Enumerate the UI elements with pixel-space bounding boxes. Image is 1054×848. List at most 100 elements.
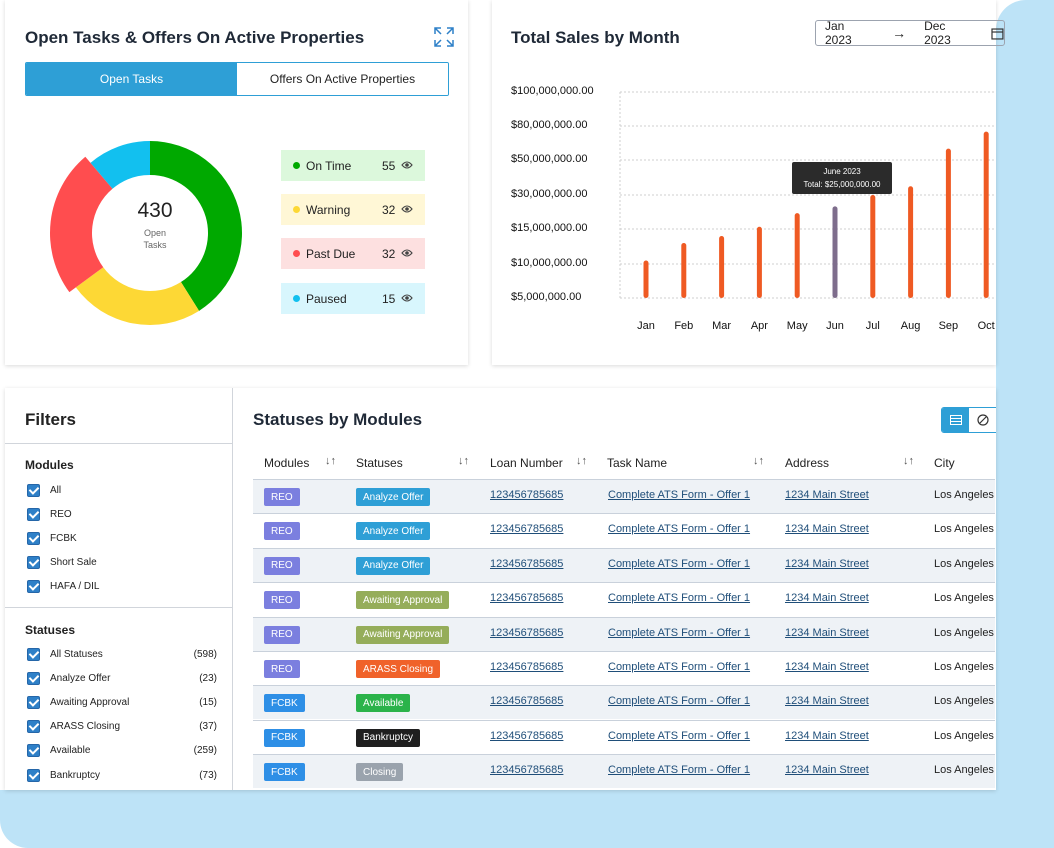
- table-row[interactable]: REO Analyze Offer 123456785685 Complete ATS…: [253, 513, 995, 547]
- checkbox-checked[interactable]: [27, 720, 40, 734]
- task-name-link[interactable]: Complete ATS Form - Offer 1: [608, 557, 751, 570]
- status-filter-arass-closing[interactable]: ARASS Closing (37): [27, 718, 217, 736]
- address-link[interactable]: 1234 Main Street: [785, 557, 869, 570]
- table-row[interactable]: REO ARASS Closing 123456785685 Complete ATS…: [253, 651, 995, 685]
- column-header-loan-number[interactable]: Loan Number: [490, 456, 563, 470]
- table-row[interactable]: FCBK Available 123456785685 Complete ATS Fo…: [253, 685, 995, 720]
- loan-number-link[interactable]: 123456785685: [490, 523, 564, 536]
- sort-icon[interactable]: ↓↑: [458, 455, 469, 467]
- status-filter-analyze-offer[interactable]: Analyze Offer (23): [27, 669, 217, 687]
- task-name-link[interactable]: Complete ATS Form - Offer 1: [608, 626, 751, 639]
- task-name-link[interactable]: Complete ATS Form - Offer 1: [608, 592, 751, 605]
- column-header-task-name[interactable]: Task Name: [607, 456, 668, 470]
- checkbox-checked[interactable]: [27, 555, 40, 569]
- module-filter-all[interactable]: All: [27, 481, 217, 499]
- donut-slice-paused[interactable]: [90, 141, 150, 189]
- status-filter-bankruptcy[interactable]: Bankruptcy (73): [27, 766, 217, 784]
- checkbox-checked[interactable]: [27, 507, 40, 521]
- module-filter-short-sale[interactable]: Short Sale: [27, 553, 217, 571]
- address-link[interactable]: 1234 Main Street: [785, 661, 869, 673]
- loan-number-link[interactable]: 123456785685: [490, 592, 564, 605]
- loan-number-link[interactable]: 123456785685: [490, 729, 564, 742]
- address-link[interactable]: 1234 Main Street: [785, 729, 869, 742]
- checkbox-checked[interactable]: [27, 744, 40, 758]
- task-name-link[interactable]: Complete ATS Form - Offer 1: [608, 729, 751, 742]
- tab-open-tasks[interactable]: Open Tasks: [26, 63, 237, 95]
- expand-icon[interactable]: [433, 26, 455, 48]
- bar-aug[interactable]: [908, 186, 914, 298]
- table-row[interactable]: FCBK Bankruptcy 123456785685 Complete ATS F…: [253, 719, 995, 754]
- bar-jan[interactable]: [643, 260, 649, 299]
- loan-number-link[interactable]: 123456785685: [490, 489, 564, 501]
- bar-apr[interactable]: [756, 226, 762, 298]
- loan-number-link[interactable]: 123456785685: [490, 695, 564, 708]
- eye-icon[interactable]: [401, 293, 413, 303]
- status-filter-awaiting-approval[interactable]: Awaiting Approval (15): [27, 693, 217, 711]
- column-header-city[interactable]: City: [934, 456, 955, 470]
- table-row[interactable]: REO Awaiting Approval 123456785685 Complete…: [253, 616, 995, 651]
- task-name-link[interactable]: Complete ATS Form - Offer 1: [608, 661, 751, 673]
- address-link[interactable]: 1234 Main Street: [785, 626, 869, 639]
- bar-jul[interactable]: [870, 195, 876, 298]
- table-row[interactable]: REO Analyze Offer 123456785685 Complete ATS…: [253, 479, 995, 513]
- column-header-modules[interactable]: Modules: [264, 456, 310, 470]
- column-header-statuses[interactable]: Statuses: [356, 456, 403, 470]
- address-link[interactable]: 1234 Main Street: [785, 592, 869, 605]
- donut-slice-past-due[interactable]: [50, 156, 113, 293]
- tab-offers-active-properties[interactable]: Offers On Active Properties: [237, 63, 448, 95]
- table-row[interactable]: FCBK Closing 123456785685 Complete ATS Form…: [253, 754, 995, 789]
- column-header-address[interactable]: Address: [785, 456, 830, 470]
- task-name-link[interactable]: Complete ATS Form - Offer 1: [608, 695, 751, 708]
- donut-slice-on-time[interactable]: [150, 141, 242, 311]
- arrow-right-icon: →: [892, 25, 907, 41]
- table-view-button[interactable]: [942, 408, 969, 432]
- eye-icon[interactable]: [401, 160, 413, 170]
- checkbox-checked[interactable]: [27, 647, 40, 661]
- sort-icon[interactable]: ↓↑: [576, 455, 587, 467]
- loan-number-link[interactable]: 123456785685: [490, 764, 564, 777]
- bar-oct[interactable]: [983, 131, 989, 298]
- bar-feb[interactable]: [681, 243, 687, 298]
- eye-icon[interactable]: [401, 204, 413, 214]
- status-filter-available[interactable]: Available (259): [27, 742, 217, 760]
- bar-jun[interactable]: [832, 206, 838, 298]
- legend-item-warning[interactable]: Warning 32: [281, 194, 425, 225]
- calendar-icon[interactable]: [991, 27, 1004, 40]
- task-name-link[interactable]: Complete ATS Form - Offer 1: [608, 489, 751, 501]
- table-row[interactable]: REO Analyze Offer 123456785685 Complete ATS…: [253, 547, 995, 582]
- sort-icon[interactable]: ↓↑: [753, 455, 764, 467]
- loan-number-link[interactable]: 123456785685: [490, 557, 564, 570]
- loan-number-link[interactable]: 123456785685: [490, 661, 564, 673]
- x-tick-label: May: [786, 320, 808, 332]
- eye-icon[interactable]: [401, 248, 413, 258]
- bar-mar[interactable]: [719, 236, 725, 298]
- address-link[interactable]: 1234 Main Street: [785, 523, 869, 536]
- donut-slice-warning[interactable]: [75, 267, 200, 325]
- checkbox-checked[interactable]: [27, 579, 40, 593]
- address-link[interactable]: 1234 Main Street: [785, 489, 869, 501]
- sort-icon[interactable]: ↓↑: [903, 455, 914, 467]
- legend-item-paused[interactable]: Paused 15: [281, 283, 425, 314]
- address-link[interactable]: 1234 Main Street: [785, 764, 869, 777]
- checkbox-checked[interactable]: [27, 483, 40, 497]
- checkbox-checked[interactable]: [27, 531, 40, 545]
- loan-number-link[interactable]: 123456785685: [490, 626, 564, 639]
- date-range-picker[interactable]: Jan 2023 → Dec 2023: [815, 19, 1005, 47]
- task-name-link[interactable]: Complete ATS Form - Offer 1: [608, 764, 751, 777]
- task-name-link[interactable]: Complete ATS Form - Offer 1: [608, 523, 751, 536]
- chart-view-button[interactable]: [969, 408, 996, 432]
- module-filter-fcbk[interactable]: FCBK: [27, 529, 217, 547]
- checkbox-checked[interactable]: [27, 768, 40, 782]
- status-filter-all-statuses[interactable]: All Statuses (598): [27, 645, 217, 663]
- bar-may[interactable]: [794, 213, 800, 298]
- address-link[interactable]: 1234 Main Street: [785, 695, 869, 708]
- module-filter-hafa-dil[interactable]: HAFA / DIL: [27, 577, 217, 595]
- legend-item-past-due[interactable]: Past Due 32: [281, 238, 425, 269]
- bar-sep[interactable]: [945, 148, 951, 298]
- checkbox-checked[interactable]: [27, 671, 40, 685]
- legend-item-on-time[interactable]: On Time 55: [281, 150, 425, 181]
- sort-icon[interactable]: ↓↑: [325, 455, 336, 467]
- table-row[interactable]: REO Awaiting Approval 123456785685 Complete…: [253, 582, 995, 616]
- checkbox-checked[interactable]: [27, 695, 40, 709]
- module-filter-reo[interactable]: REO: [27, 505, 217, 523]
